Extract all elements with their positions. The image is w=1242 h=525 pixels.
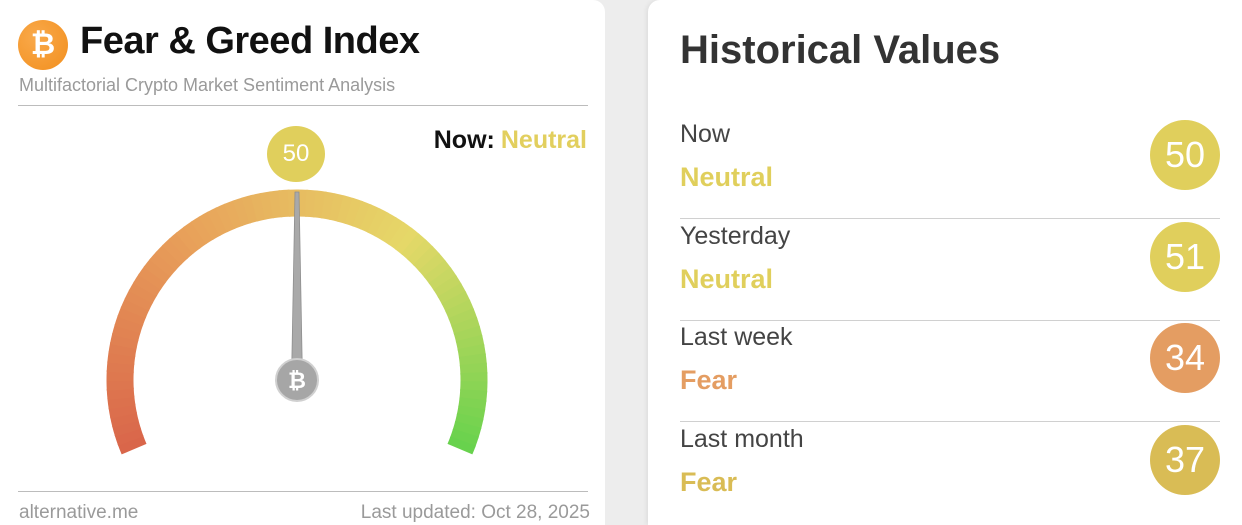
gauge-arc-segment [447,436,476,455]
bitcoin-icon: ₿ [18,20,68,70]
history-row: Now Neutral 50 [680,118,1220,219]
gauge-needle [291,191,303,381]
history-row: Last week Fear 34 [680,321,1220,422]
now-status: Now: Neutral [434,126,587,155]
history-label: Last month [680,424,804,453]
subtitle: Multifactorial Crypto Market Sentiment A… [19,75,396,95]
historical-values-card: Historical Values Now Neutral 50 Yesterd… [648,0,1242,525]
history-value-badge: 51 [1150,221,1220,292]
now-value: Neutral [500,126,587,154]
history-label: Last week [680,323,793,351]
last-updated: Last updated: Oct 28, 2025 [360,502,590,523]
history-value-badge: 34 [1150,323,1220,393]
divider [680,421,1220,422]
history-status: Fear [680,466,738,497]
history-label: Yesterday [680,221,791,250]
divider [680,218,1220,219]
fear-greed-card: ₿ Fear & Greed Index Multifactorial Cryp… [0,0,605,525]
history-title: Historical Values [680,28,1001,72]
history-row: Yesterday Neutral 51 [680,220,1220,321]
now-label: Now: [433,126,495,154]
history-status: Fear [680,365,738,395]
divider [18,105,588,106]
history-row: Last month Fear 37 [680,423,1220,524]
gauge-hub [275,358,319,402]
divider [18,491,588,492]
bitcoin-icon: ₿ [288,369,306,394]
gauge: ₿ [106,189,488,455]
history-label: Now [680,120,731,148]
source-link[interactable]: alternative.me [19,502,139,523]
history-status: Neutral [680,263,774,294]
page-title: Fear & Greed Index [80,20,420,62]
history-status: Neutral [680,162,774,192]
value-bubble: 50 [267,126,325,182]
divider [680,319,1220,321]
history-value-badge: 50 [1150,120,1220,190]
history-value-badge: 37 [1150,424,1220,495]
